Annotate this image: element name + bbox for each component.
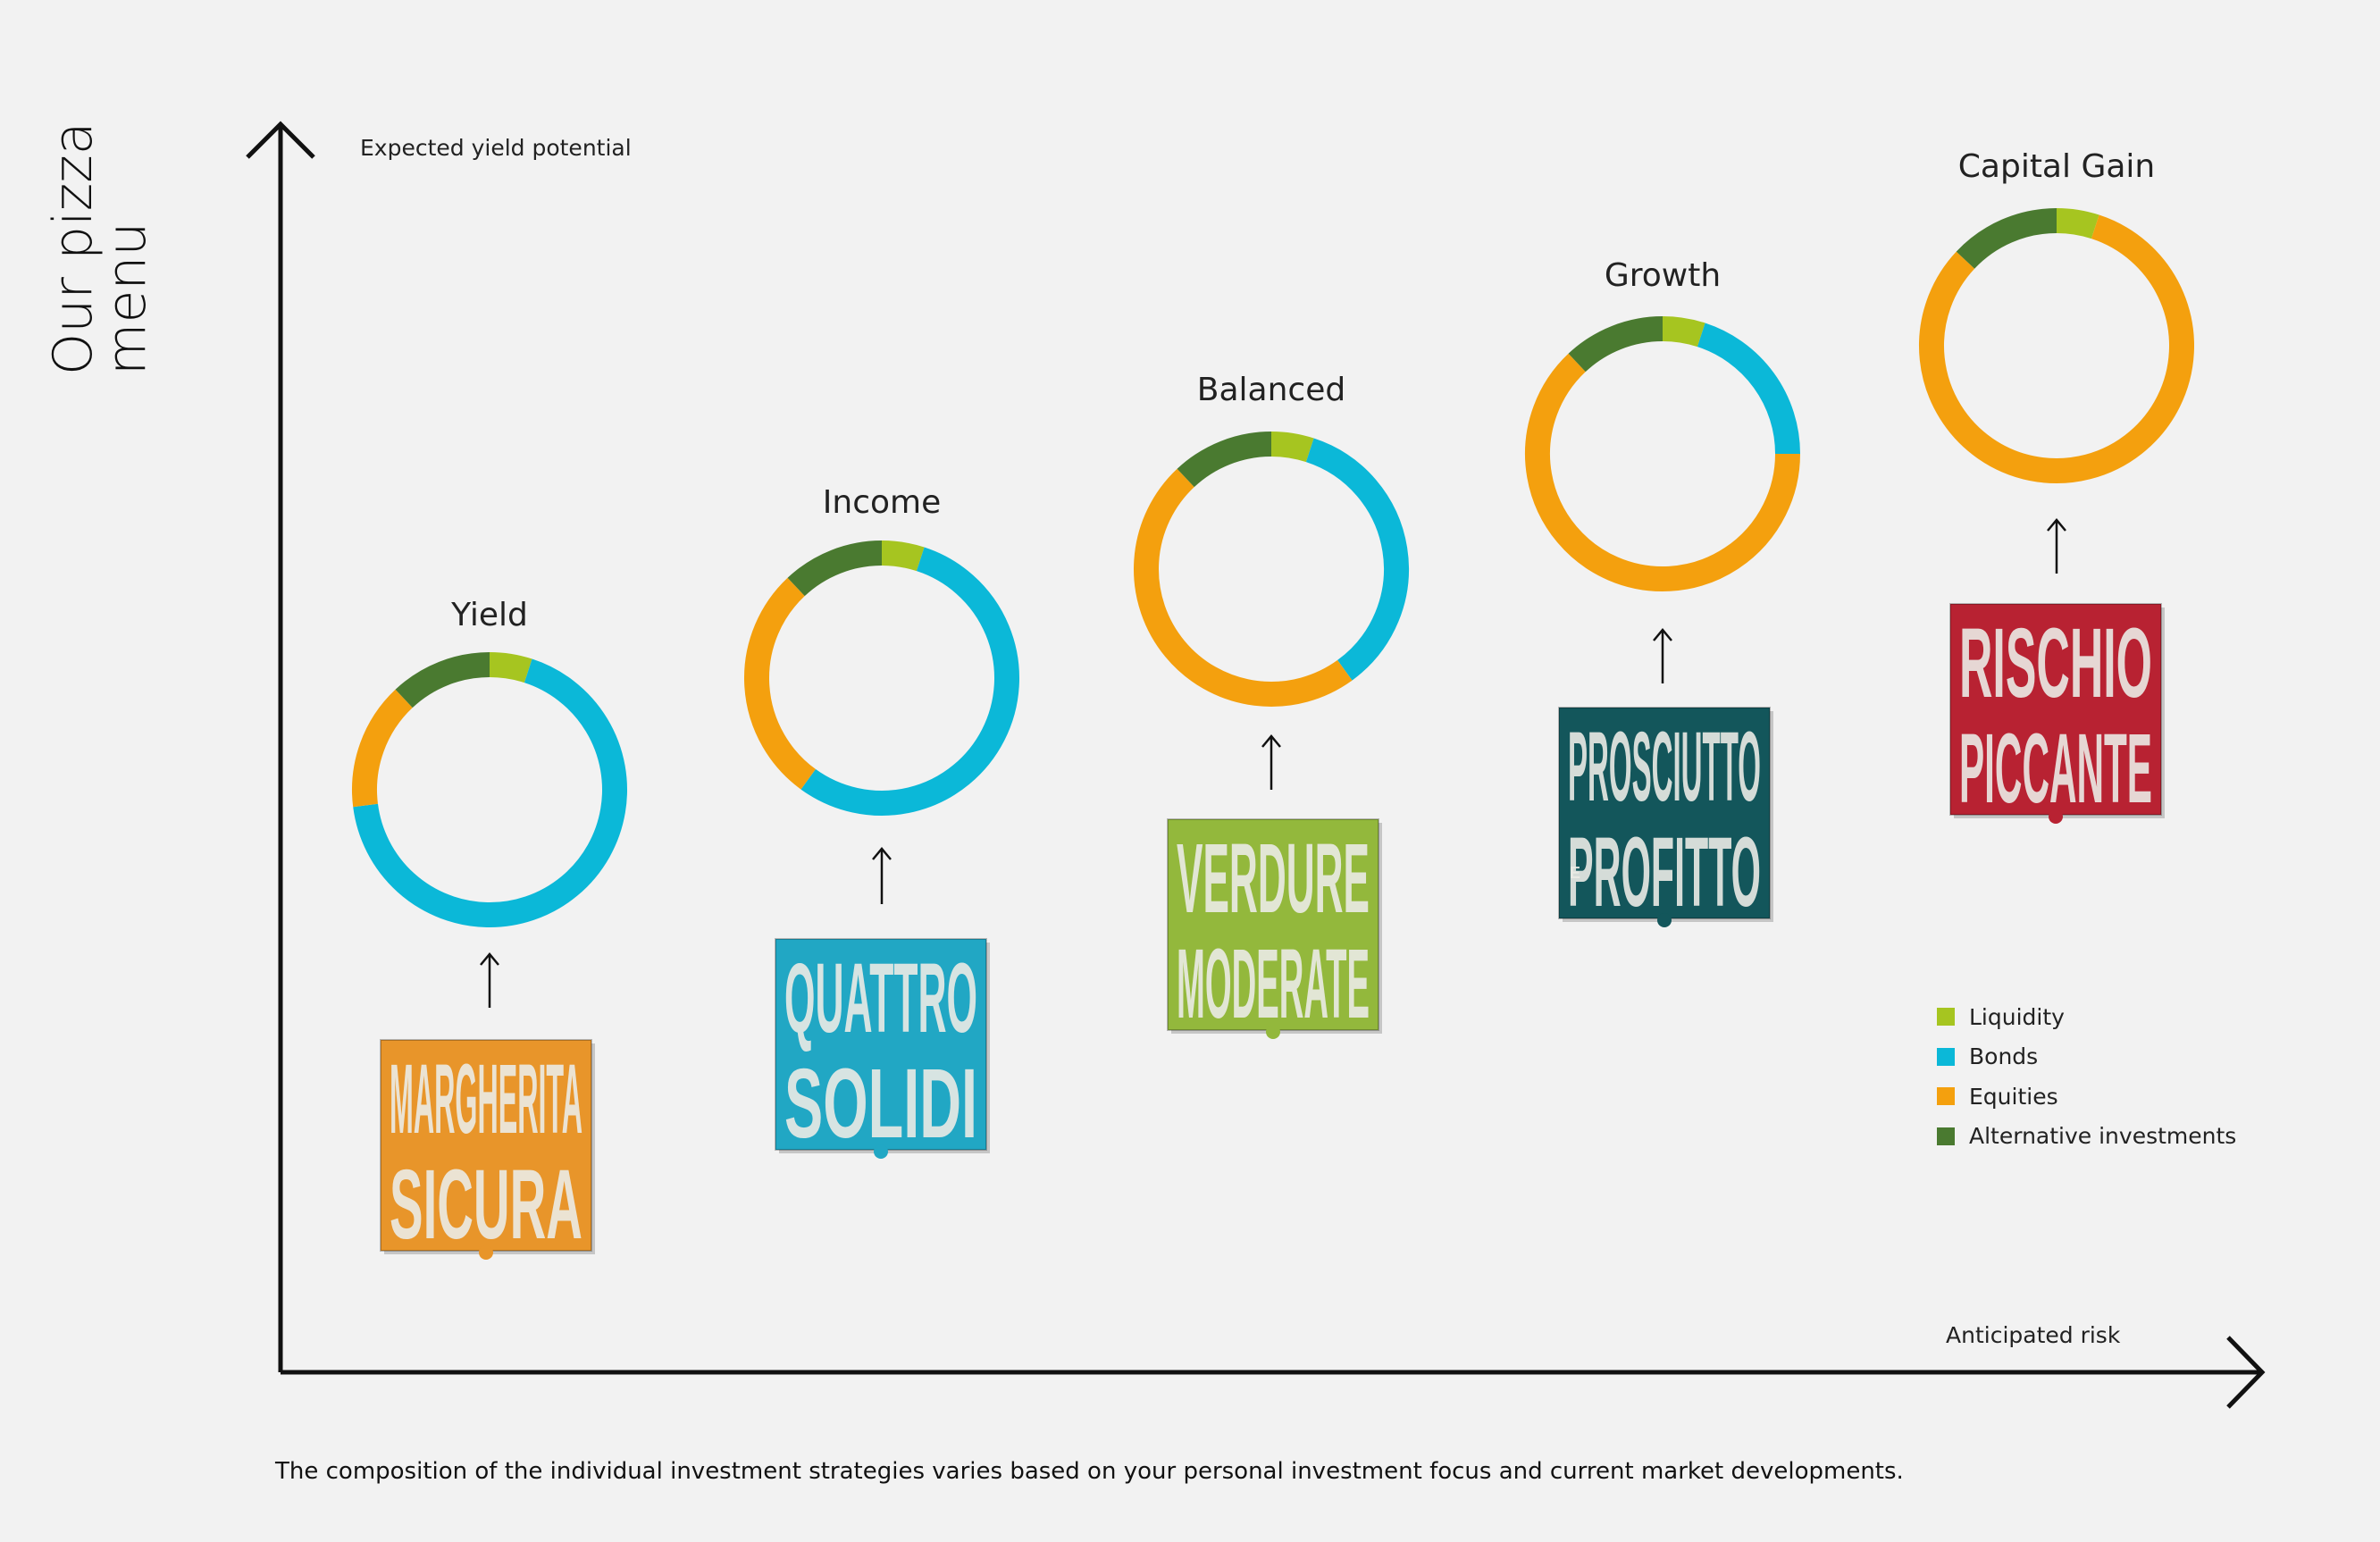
pizza-name-word: RISCHIO [1959, 608, 2152, 718]
legend-item-equities: Equities [1937, 1077, 2236, 1117]
pizza-name-word: MARGHERITA [390, 1044, 582, 1154]
pizza-box [775, 938, 987, 1151]
legend: Liquidity Bonds Equities Alternative inv… [1937, 997, 2236, 1156]
donut-segment-equities [744, 577, 817, 790]
pizza-box [1949, 603, 2162, 816]
donut-segment-alternative [787, 541, 883, 597]
donut-segment-liquidity [1270, 432, 1314, 463]
pizza-name-word: QUATTRO [784, 943, 977, 1053]
donut-segment-liquidity [489, 652, 532, 683]
pizza-name-word: VERDURE [1177, 824, 1370, 934]
legend-swatch-equities [1937, 1087, 1955, 1106]
pizza-box-tab [874, 1144, 888, 1159]
pizza-box-tab [1266, 1025, 1280, 1039]
donut-segment-bonds [1305, 438, 1409, 681]
strategy-title: Balanced [1197, 372, 1345, 408]
pizza-box-tab [479, 1245, 493, 1260]
pizza-name-connector: E [1570, 864, 1580, 882]
strategy-title: Income [823, 484, 941, 521]
legend-label: Liquidity [1969, 1003, 2065, 1030]
pizza-name-word: PROSCIUTTO [1568, 712, 1761, 822]
legend-swatch-bonds [1937, 1047, 1955, 1066]
donut-segment-equities [1919, 214, 2194, 483]
chart-title-line-2: menu [96, 222, 158, 375]
donut-segment-liquidity [2056, 208, 2099, 239]
legend-label: Bonds [1969, 1043, 2039, 1070]
pizza-box [1167, 818, 1379, 1031]
x-axis-label: Anticipated risk [1946, 1322, 2121, 1348]
pizza-name-word: SICURA [390, 1150, 582, 1260]
pizza-name-word: PICCANTE [1959, 714, 2152, 824]
donut-segment-liquidity [1662, 316, 1705, 348]
donut-segment-alternative [1177, 432, 1272, 488]
pizza-box [1558, 707, 1771, 919]
pizza-box-tab [2049, 809, 2063, 824]
legend-item-bonds: Bonds [1937, 1037, 2236, 1077]
legend-swatch-liquidity [1937, 1008, 1955, 1027]
strategy-title: Capital Gain [1958, 148, 2155, 185]
legend-item-alternative-investments: Alternative investments [1937, 1117, 2236, 1157]
donut-segment-alternative [1568, 316, 1663, 373]
donut-segment-bonds [353, 658, 627, 927]
x-axis-arrowhead [2226, 1336, 2266, 1409]
strategy-title: Yield [450, 597, 528, 633]
donut-segment-bonds [1697, 323, 1800, 455]
chart-title: Our pizza menu [42, 122, 158, 375]
up-arrow-head [480, 952, 499, 966]
donut-segment-equities [1134, 468, 1353, 708]
legend-label: Equities [1969, 1083, 2058, 1110]
y-axis-arrowhead [246, 121, 315, 159]
pizza-name-word: SOLIDI [784, 1049, 977, 1159]
strategy-title: Growth [1605, 257, 1721, 294]
donut-segment-alternative [395, 652, 490, 708]
donut-segment-alternative [1956, 208, 2057, 270]
axes [246, 121, 2266, 1409]
up-arrow-head [872, 847, 892, 860]
donut-segment-equities [352, 689, 413, 808]
up-arrow-head [1653, 628, 1672, 641]
legend-swatch-alternative [1937, 1127, 1955, 1145]
legend-item-liquidity: Liquidity [1937, 997, 2236, 1037]
pizza-name-word: MODERATE [1177, 929, 1370, 1039]
legend-label: Alternative investments [1969, 1123, 2237, 1150]
footnote: The composition of the individual invest… [275, 1458, 1904, 1485]
donut-segment-liquidity [881, 541, 925, 572]
donut-segment-equities [1525, 353, 1800, 591]
up-arrow-head [2047, 518, 2066, 532]
up-arrow-head [1261, 734, 1281, 748]
y-axis-label: Expected yield potential [360, 135, 632, 161]
pizza-name-word: PROFITTO [1568, 817, 1761, 927]
pizza-box-tab [1657, 913, 1672, 927]
donut-segment-bonds [800, 547, 1019, 816]
pizza-box [380, 1039, 592, 1252]
chart-title-line-1: Our pizza [42, 122, 105, 375]
